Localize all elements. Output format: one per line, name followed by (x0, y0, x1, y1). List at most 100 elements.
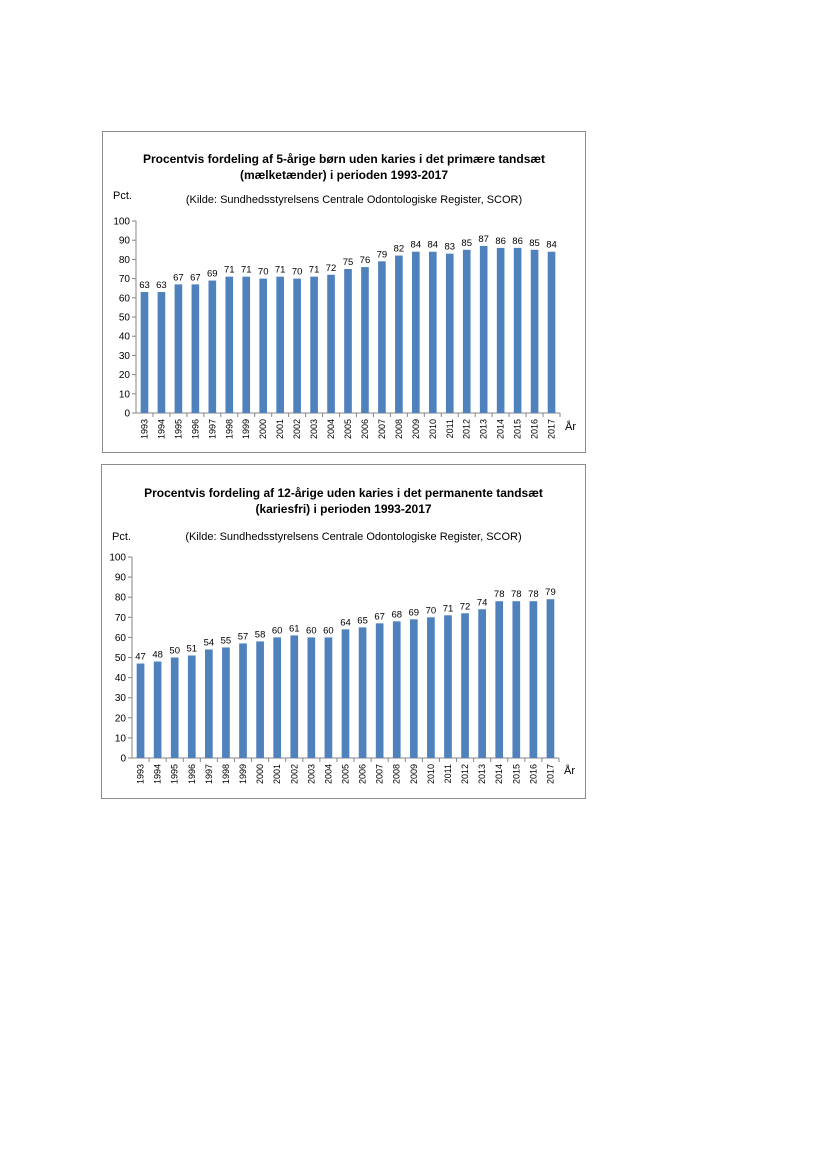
x-tick-label: 2016 (530, 419, 540, 439)
data-label: 60 (272, 625, 283, 636)
x-tick-label: 2014 (496, 419, 506, 439)
x-tick-label: 2003 (309, 419, 319, 439)
x-tick-label: 1997 (207, 419, 217, 439)
y-tick-label: 60 (115, 633, 127, 644)
chart-subtitle: (Kilde: Sundhedsstyrelsens Centrale Odon… (185, 531, 522, 543)
x-tick-label: 2008 (392, 764, 402, 784)
x-tick-label: 2005 (341, 764, 351, 784)
bar (174, 284, 183, 413)
y-tick-label: 30 (119, 351, 131, 362)
x-tick-label: 2015 (513, 419, 523, 439)
x-tick-label: 2000 (258, 419, 268, 439)
chart-5-year-olds: Procentvis fordeling af 5-årige børn ude… (102, 131, 586, 453)
data-label: 69 (409, 607, 420, 618)
bar (530, 249, 539, 413)
y-tick-label: 80 (119, 255, 131, 266)
x-tick-label: 2015 (511, 764, 521, 784)
x-tick-label: 2006 (358, 764, 368, 784)
data-label: 79 (377, 249, 388, 260)
chart-title-line1: Procentvis fordeling af 12-årige uden ka… (144, 486, 543, 500)
bar (187, 655, 196, 758)
data-label: 83 (444, 242, 455, 253)
bar (344, 269, 352, 413)
y-tick-label: 70 (115, 613, 127, 624)
bar (358, 627, 367, 758)
x-tick-label: 2004 (326, 419, 336, 439)
bar (341, 629, 350, 758)
data-label: 84 (546, 240, 557, 251)
chart-subtitle: (Kilde: Sundhedsstyrelsens Centrale Odon… (185, 194, 523, 206)
data-label: 71 (275, 265, 286, 276)
data-label: 61 (289, 623, 300, 634)
x-tick-label: 2011 (445, 419, 455, 438)
bar (273, 637, 282, 758)
x-tick-label: 2011 (443, 764, 453, 783)
x-tick-label: 1993 (136, 764, 146, 784)
x-tick-label: 1996 (187, 764, 197, 784)
data-label: 65 (357, 615, 368, 626)
bar (276, 276, 284, 413)
chart-plot: 0 10 20 30 40 50 60 70 80 90 100 63 1993 63 1994 67 1995… (113, 217, 561, 439)
data-label: 72 (460, 601, 471, 612)
x-tick-label: 1998 (224, 419, 234, 439)
bar (495, 601, 504, 758)
data-label: 74 (477, 597, 488, 608)
y-tick-label: 50 (119, 313, 131, 324)
bar (290, 635, 299, 758)
bar (256, 641, 264, 758)
x-tick-label: 1997 (204, 764, 214, 784)
bar (427, 617, 435, 758)
data-label: 50 (169, 646, 180, 657)
data-label: 71 (224, 265, 235, 276)
x-tick-label: 2008 (394, 419, 404, 439)
data-label: 51 (186, 643, 197, 654)
bar (140, 292, 149, 413)
chart-title-line2: (mælketænder) i perioden 1993-2017 (239, 168, 449, 182)
data-label: 86 (495, 236, 506, 247)
x-tick-label: 2013 (479, 419, 489, 439)
data-label: 71 (443, 603, 454, 614)
y-axis-label: Pct. (113, 190, 132, 202)
bar (478, 609, 486, 758)
data-label: 79 (545, 587, 556, 598)
bar (375, 623, 384, 758)
bar (324, 637, 333, 758)
y-tick-label: 30 (115, 693, 127, 704)
y-tick-label: 90 (115, 573, 127, 584)
bar (205, 649, 213, 758)
data-label: 63 (156, 280, 167, 291)
x-tick-label: 2002 (292, 419, 302, 439)
y-tick-label: 20 (115, 713, 127, 724)
bar (409, 619, 418, 758)
y-tick-label: 0 (124, 409, 130, 420)
x-tick-label: 2003 (306, 764, 316, 784)
bar (327, 274, 335, 413)
x-tick-label: 2013 (477, 764, 487, 784)
y-tick-label: 60 (119, 293, 131, 304)
y-tick-label: 100 (113, 217, 130, 228)
y-tick-label: 50 (115, 653, 127, 664)
data-label: 70 (258, 267, 269, 278)
x-tick-label: 2009 (409, 764, 419, 784)
data-label: 69 (207, 269, 218, 280)
x-tick-label: 2006 (360, 419, 370, 439)
x-tick-label: 2017 (545, 764, 555, 784)
chart-title-line1: Procentvis fordeling af 5-årige børn ude… (142, 152, 546, 166)
x-tick-label: 2000 (255, 764, 265, 784)
chart-12-year-olds: Procentvis fordeling af 12-årige uden ka… (101, 464, 586, 799)
data-label: 68 (391, 609, 402, 620)
data-label: 63 (139, 280, 150, 291)
bar (479, 245, 488, 413)
data-label: 67 (173, 272, 184, 283)
bar (461, 613, 469, 758)
data-label: 84 (411, 240, 422, 251)
bar (547, 251, 556, 413)
bar (412, 251, 420, 413)
y-axis-label: Pct. (112, 531, 131, 543)
data-label: 82 (394, 244, 405, 255)
bar (191, 284, 200, 413)
bar (136, 663, 145, 758)
y-tick-label: 20 (119, 370, 131, 381)
bar (153, 661, 162, 758)
x-tick-label: 2012 (460, 764, 470, 784)
